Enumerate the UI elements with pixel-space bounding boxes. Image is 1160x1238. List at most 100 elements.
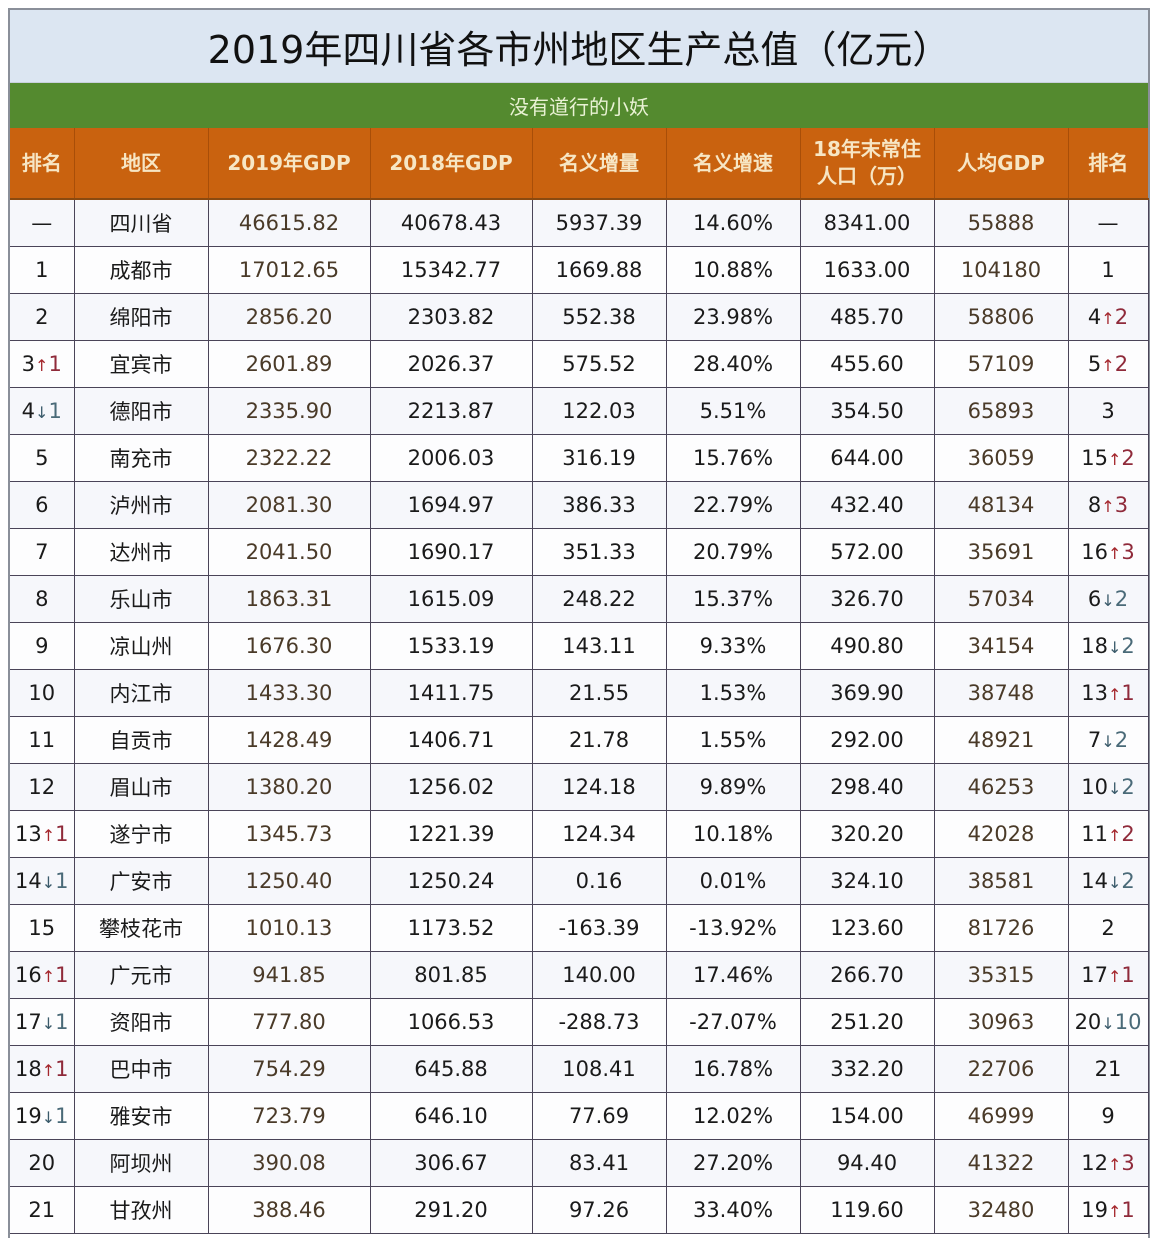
- gdp-rank-value: 5: [35, 446, 49, 470]
- per-capita-rank-value: 4: [1087, 305, 1102, 329]
- per-capita-rank-value: 7: [1087, 728, 1102, 752]
- nominal-growth: -27.07%: [665, 998, 801, 1046]
- table-row: 19↓1 雅安市 723.79 646.10 77.69 12.02% 154.00 4699…: [10, 1092, 1149, 1140]
- arrow-down-icon: ↓: [41, 1014, 56, 1033]
- gdp-2018: 306.67: [369, 1139, 533, 1187]
- per-capita-rank-change: 3: [1121, 1151, 1135, 1175]
- arrow-up-icon: ↑: [35, 356, 49, 375]
- gdp-rank: 7: [10, 528, 75, 576]
- population: 154.00: [799, 1092, 935, 1140]
- gdp-2019: 2322.22: [207, 434, 371, 482]
- per-capita-rank-value: 19: [1081, 1198, 1108, 1222]
- per-capita-rank-value: 11: [1081, 822, 1108, 846]
- population: 320.20: [799, 810, 935, 858]
- nominal-increase: -163.39: [531, 904, 667, 952]
- arrow-up-icon: ↑: [1101, 309, 1115, 328]
- nominal-growth: 33.40%: [665, 1186, 801, 1234]
- per-capita-rank: —: [1067, 198, 1149, 247]
- nominal-increase: 143.11: [531, 622, 667, 670]
- nominal-growth: 15.76%: [665, 434, 801, 482]
- per-capita-gdp: 35691: [933, 528, 1069, 576]
- gdp-2018: 40678.43: [369, 198, 533, 247]
- table-row: 10 内江市 1433.30 1411.75 21.55 1.53% 369.90 38748…: [10, 669, 1149, 717]
- nominal-growth: 28.40%: [665, 340, 801, 388]
- population: 119.60: [799, 1186, 935, 1234]
- gdp-rank-value: —: [31, 211, 53, 235]
- gdp-2019: 1676.30: [207, 622, 371, 670]
- gdp-2018: 2026.37: [369, 340, 533, 388]
- region-name: 南充市: [73, 434, 209, 482]
- table-row: 3↑1 宜宾市 2601.89 2026.37 575.52 28.40% 455.60 57…: [10, 340, 1149, 388]
- per-capita-rank-change: 3: [1114, 493, 1129, 517]
- gdp-rank-value: 15: [28, 916, 56, 940]
- header-nominal-growth: 名义增速: [666, 128, 801, 200]
- table-row: 18↑1 巴中市 754.29 645.88 108.41 16.78% 332.20 227…: [10, 1045, 1149, 1093]
- per-capita-rank: 4↑2: [1067, 293, 1149, 341]
- gdp-2018: 1406.71: [369, 716, 533, 764]
- per-capita-rank: 18↓2: [1067, 622, 1149, 670]
- gdp-rank: 19↓1: [10, 1092, 75, 1140]
- gdp-2019: 1428.49: [207, 716, 371, 764]
- nominal-increase: 248.22: [531, 575, 667, 623]
- table-row: 16↑1 广元市 941.85 801.85 140.00 17.46% 266.70 353…: [10, 951, 1149, 999]
- per-capita-rank-change: 2: [1121, 634, 1135, 658]
- gdp-2019: 777.80: [207, 998, 371, 1046]
- table-row: 15 攀枝花市 1010.13 1173.52 -163.39 -13.92% 123.60…: [10, 904, 1149, 952]
- gdp-rank-value: 9: [35, 634, 49, 658]
- region-name: 内江市: [73, 669, 209, 717]
- gdp-2019: 2601.89: [207, 340, 371, 388]
- arrow-up-icon: ↑: [1107, 967, 1122, 986]
- nominal-increase: 351.33: [531, 528, 667, 576]
- gdp-2019: 723.79: [207, 1092, 371, 1140]
- per-capita-gdp: 48134: [933, 481, 1069, 529]
- per-capita-rank-change: 2: [1114, 728, 1129, 752]
- gdp-2019: 1010.13: [207, 904, 371, 952]
- per-capita-rank-change: 10: [1114, 1010, 1142, 1034]
- table-row: 12 眉山市 1380.20 1256.02 124.18 9.89% 298.40 4625…: [10, 763, 1149, 811]
- gdp-2018: 1221.39: [369, 810, 533, 858]
- per-capita-rank-change: 2: [1121, 869, 1135, 893]
- arrow-down-icon: ↓: [1101, 1014, 1115, 1033]
- per-capita-rank-value: 8: [1087, 493, 1102, 517]
- population: 432.40: [799, 481, 935, 529]
- per-capita-rank-change: 2: [1114, 587, 1129, 611]
- nominal-growth: 22.79%: [665, 481, 801, 529]
- author-subtitle: 没有道行的小妖: [509, 95, 649, 119]
- gdp-rank: 18↑1: [10, 1045, 75, 1093]
- gdp-rank: 13↑1: [10, 810, 75, 858]
- per-capita-rank: 3: [1067, 387, 1149, 435]
- per-capita-gdp: 42028: [933, 810, 1069, 858]
- arrow-down-icon: ↓: [41, 1108, 56, 1127]
- gdp-2019: 388.46: [207, 1186, 371, 1234]
- nominal-growth: 9.89%: [665, 763, 801, 811]
- gdp-2018: 2303.82: [369, 293, 533, 341]
- population: 8341.00: [799, 198, 935, 247]
- region-name: 四川省: [73, 198, 209, 247]
- gdp-2018: 645.88: [369, 1045, 533, 1093]
- nominal-increase: 21.55: [531, 669, 667, 717]
- gdp-rank-value: 2: [35, 305, 49, 329]
- region-name: 泸州市: [73, 481, 209, 529]
- population: 251.20: [799, 998, 935, 1046]
- per-capita-rank: 5↑2: [1067, 340, 1149, 388]
- per-capita-gdp: 30963: [933, 998, 1069, 1046]
- nominal-increase: 124.18: [531, 763, 667, 811]
- nominal-increase: 316.19: [531, 434, 667, 482]
- table-row: 17↓1 资阳市 777.80 1066.53 -288.73 -27.07% 251.20…: [10, 998, 1149, 1046]
- per-capita-gdp: 41322: [933, 1139, 1069, 1187]
- title-band: 2019年四川省各市州地区生产总值（亿元）: [10, 10, 1148, 83]
- nominal-growth: 23.98%: [665, 293, 801, 341]
- nominal-growth: 16.78%: [665, 1045, 801, 1093]
- per-capita-rank-value: 1: [1101, 258, 1115, 282]
- nominal-growth: 10.88%: [665, 246, 801, 294]
- gdp-2018: 1173.52: [369, 904, 533, 952]
- per-capita-rank-value: 14: [1081, 869, 1108, 893]
- per-capita-rank: 10↓2: [1067, 763, 1149, 811]
- per-capita-gdp: 48921: [933, 716, 1069, 764]
- per-capita-rank: 12↑3: [1067, 1139, 1149, 1187]
- gdp-2018: 1615.09: [369, 575, 533, 623]
- region-name: 绵阳市: [73, 293, 209, 341]
- gdp-rank-change: 1: [55, 822, 69, 846]
- table-header-row: 排名 地区 2019年GDP 2018年GDP 名义增量 名义增速 18年末常住…: [10, 128, 1148, 200]
- arrow-down-icon: ↓: [1101, 591, 1115, 610]
